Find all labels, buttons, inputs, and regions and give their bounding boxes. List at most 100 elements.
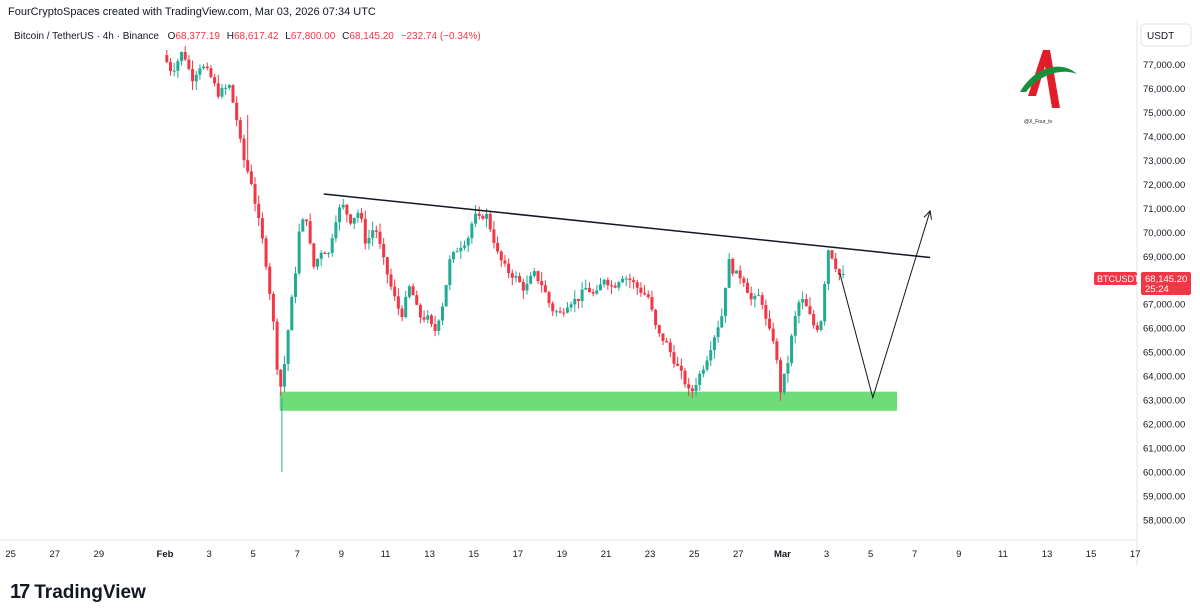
candle-body <box>338 207 342 223</box>
support-zone-layer <box>279 391 898 411</box>
candle-body <box>742 278 746 283</box>
x-tick-label: 11 <box>998 549 1008 560</box>
candle-body <box>334 222 338 239</box>
candle-body <box>492 229 496 243</box>
candle-body <box>690 388 694 392</box>
legend-line: Bitcoin / TetherUS · 4h · Binance O68,37… <box>14 31 481 42</box>
candle-body <box>723 287 727 317</box>
candle-body <box>246 160 250 172</box>
support-zone <box>279 391 898 411</box>
candle-body <box>268 266 272 294</box>
candle-body <box>363 218 367 244</box>
candle-body <box>639 287 643 293</box>
x-tick-label: 19 <box>557 549 568 560</box>
y-tick-label: 75,000.00 <box>1143 108 1185 119</box>
candle-body <box>510 273 514 278</box>
candle-body <box>271 293 275 322</box>
candle-body <box>654 309 658 326</box>
currency-box <box>1140 23 1192 47</box>
candle-body <box>830 250 834 259</box>
x-tick-label: 15 <box>1086 549 1097 560</box>
candle-body <box>290 296 294 331</box>
candle-body <box>389 274 393 287</box>
candle-body <box>757 295 761 297</box>
candle-body <box>253 184 257 204</box>
candle-body <box>415 295 419 305</box>
candle-body <box>231 85 235 103</box>
projection-arrowhead <box>923 209 932 220</box>
candle-body <box>282 363 286 387</box>
x-tick-label: 5 <box>251 549 256 560</box>
candle-body <box>661 333 665 341</box>
candle-body <box>341 204 345 208</box>
tradingview-logo: 17 TradingView <box>10 581 146 604</box>
candle-body <box>297 231 301 274</box>
candle-body <box>694 384 698 392</box>
candle-body <box>565 307 569 313</box>
candle-body <box>782 373 786 393</box>
y-tick-label: 63,000.00 <box>1143 396 1185 407</box>
candle-body <box>216 83 220 97</box>
candle-body <box>418 304 422 318</box>
y-tick-label: 67,000.00 <box>1143 300 1185 311</box>
y-tick-label: 70,000.00 <box>1143 228 1185 239</box>
candle-body <box>720 316 724 328</box>
candle-body <box>562 312 566 314</box>
candle-body <box>330 238 334 253</box>
candle-body <box>514 275 518 278</box>
candle-body <box>249 171 253 185</box>
candle-body <box>668 342 672 353</box>
candle-body <box>525 283 529 291</box>
candle-body <box>632 280 636 283</box>
candle-body <box>433 324 437 331</box>
candle-body <box>191 69 195 82</box>
candle-body <box>764 304 768 319</box>
candle-body <box>205 66 209 69</box>
candle-body <box>474 213 478 224</box>
candle-body <box>775 341 779 361</box>
x-tick-label: 27 <box>733 549 744 560</box>
candle-body <box>451 252 455 260</box>
x-tick-label: 3 <box>206 549 211 560</box>
candle-body <box>312 243 316 267</box>
candle-body <box>584 287 588 290</box>
candle-body <box>558 311 562 313</box>
y-tick-label: 59,000.00 <box>1143 491 1185 502</box>
candle-body <box>466 238 470 246</box>
candle-body <box>352 217 356 224</box>
watermark-logo: @X_Four_tv <box>1020 50 1077 125</box>
candle-body <box>279 369 283 387</box>
candle-body <box>547 292 551 304</box>
candle-body <box>595 290 599 294</box>
candle-body <box>385 257 389 275</box>
candles-layer <box>165 45 845 472</box>
legend-change: −232.74 (−0.34%) <box>401 31 481 42</box>
x-tick-label: 25 <box>689 549 700 560</box>
candle-body <box>646 294 650 298</box>
candle-body <box>238 120 242 139</box>
x-tick-label: Mar <box>774 549 791 560</box>
candle-body <box>183 51 187 60</box>
candle-body <box>635 282 639 288</box>
x-tick-label: 15 <box>468 549 479 560</box>
symbol-tag-text: BTCUSDT <box>1097 274 1140 284</box>
candle-body <box>224 87 228 89</box>
candle-body <box>643 292 647 295</box>
candle-body <box>760 295 764 305</box>
x-tick-label: 17 <box>1130 549 1141 560</box>
candle-body <box>621 278 625 283</box>
price-tag <box>1141 272 1191 295</box>
candle-body <box>672 352 676 364</box>
candle-body <box>242 138 246 161</box>
candle-body <box>665 340 669 343</box>
candle-body <box>301 219 305 232</box>
candle-body <box>698 373 702 385</box>
symbol-tag <box>1094 272 1137 285</box>
candle-body <box>499 251 503 261</box>
candle-body <box>507 263 511 274</box>
candle-body <box>536 271 540 282</box>
candle-body <box>400 308 404 318</box>
candle-body <box>731 259 735 274</box>
candle-body <box>257 203 261 219</box>
